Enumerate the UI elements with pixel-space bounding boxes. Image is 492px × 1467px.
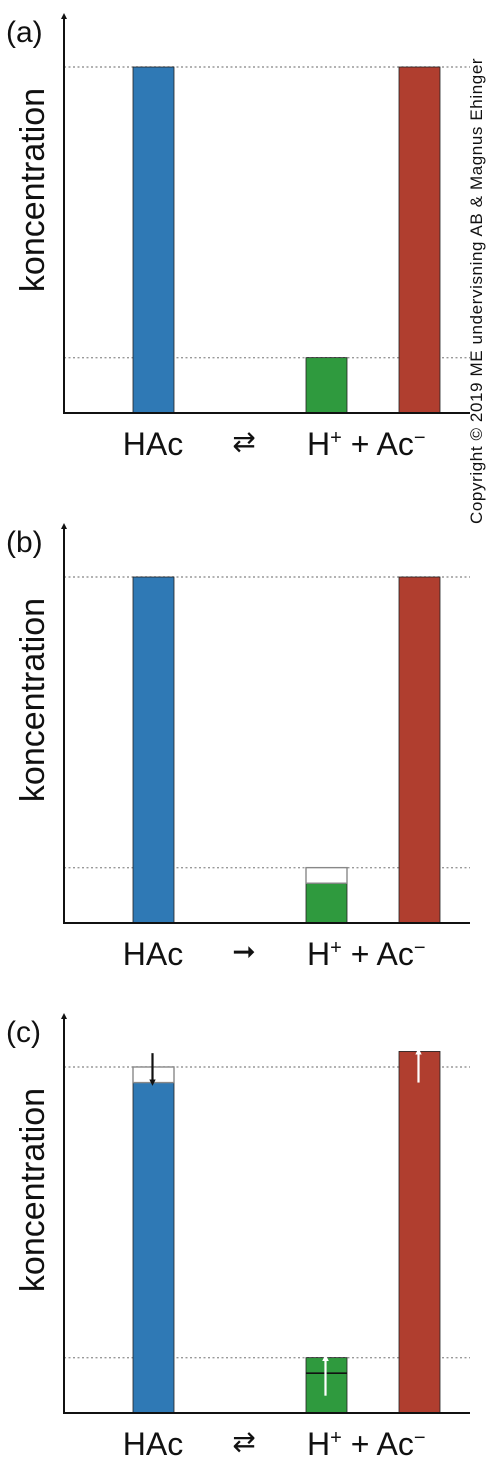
reaction-arrow-symbol: ⇄ [232, 1426, 255, 1457]
bar-hac [132, 576, 175, 924]
bar-hplus [305, 357, 348, 414]
category-label-products: H+ + Ac− [307, 936, 426, 972]
category-label-hplus: H [307, 426, 330, 462]
copyright-notice: Copyright © 2019 ME undervisning AB & Ma… [467, 58, 486, 524]
panel-label: (a) [6, 16, 43, 49]
charge-minus: − [414, 427, 426, 449]
category-label-hplus: H [307, 936, 330, 972]
previous-level-outline [305, 866, 348, 884]
charge-plus: + [330, 937, 342, 959]
bar-ac [398, 1051, 441, 1414]
charge-minus: − [414, 1427, 426, 1449]
category-label-products: H+ + Ac− [307, 1426, 426, 1462]
y-axis-label: koncentration [14, 598, 52, 802]
bar-ac [398, 66, 441, 414]
category-label-ac: Ac [377, 936, 414, 972]
plus-sign: + [342, 426, 377, 462]
plus-sign: + [342, 1426, 377, 1462]
panel-label: (b) [6, 526, 43, 559]
panel-label: (c) [6, 1016, 41, 1049]
reaction-arrow-symbol: ⇄ [232, 426, 255, 457]
category-label-ac: Ac [377, 1426, 414, 1462]
charge-plus: + [330, 1427, 342, 1449]
bar-hac [132, 1082, 175, 1414]
y-axis-label: koncentration [14, 88, 52, 292]
y-axis-label: koncentration [14, 1088, 52, 1292]
category-label-hac: HAc [123, 1426, 183, 1462]
bar-hplus [305, 882, 348, 924]
bar-hac [132, 66, 175, 414]
category-label-hac: HAc [123, 936, 183, 972]
charge-plus: + [330, 427, 342, 449]
category-label-ac: Ac [377, 426, 414, 462]
charge-minus: − [414, 937, 426, 959]
plus-sign: + [342, 936, 377, 972]
category-label-hplus: H [307, 1426, 330, 1462]
reaction-arrow-symbol: ➞ [232, 936, 255, 967]
bar-ac [398, 576, 441, 924]
category-label-products: H+ + Ac− [307, 426, 426, 462]
category-label-hac: HAc [123, 426, 183, 462]
